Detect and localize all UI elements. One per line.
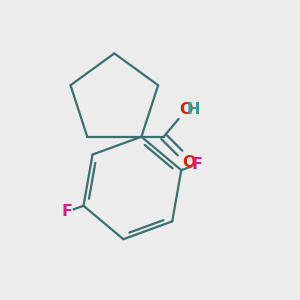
Text: O: O (179, 101, 193, 116)
Text: O: O (182, 155, 196, 170)
Text: F: F (192, 157, 203, 172)
Text: H: H (187, 101, 200, 116)
Text: F: F (62, 204, 73, 219)
